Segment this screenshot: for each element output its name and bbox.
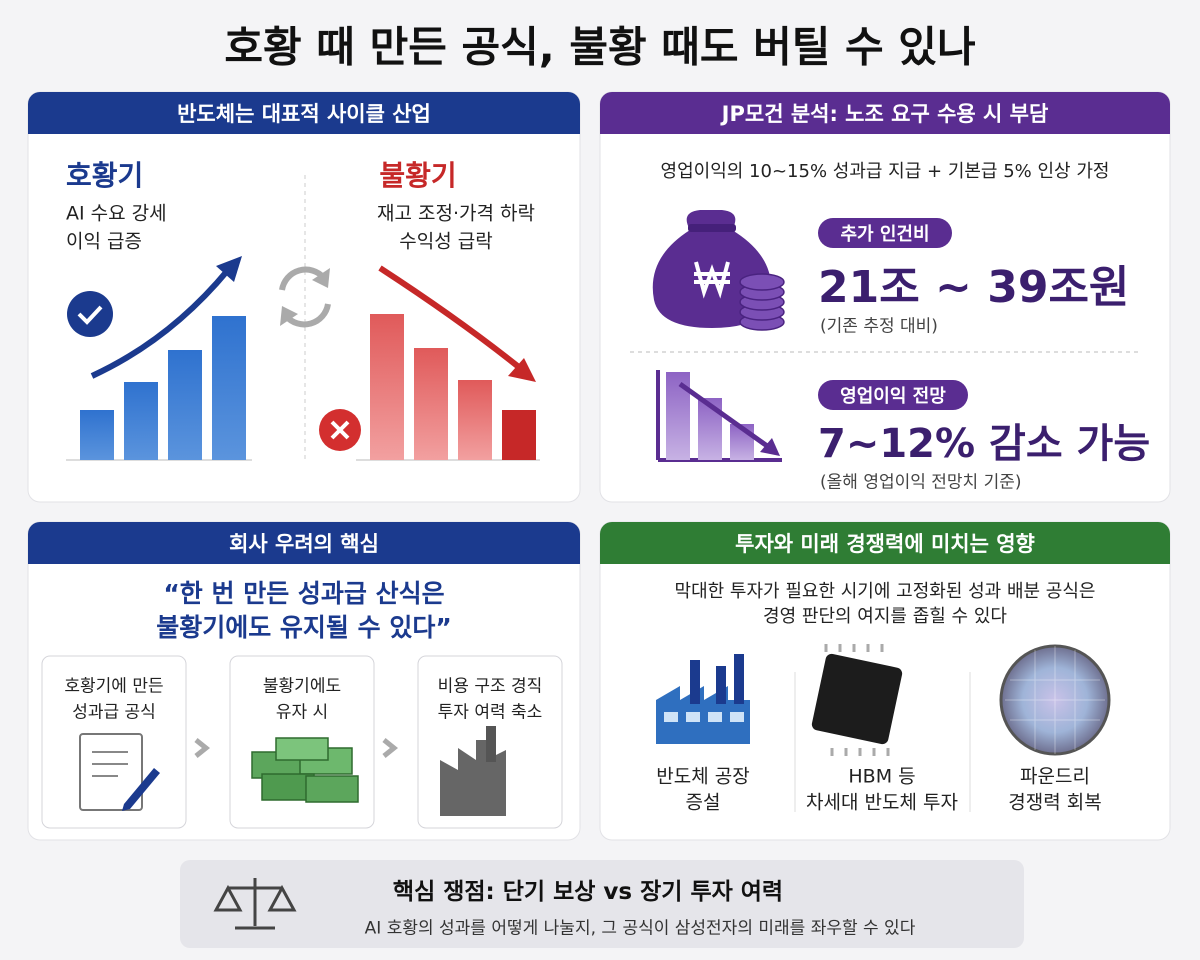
step-text: 성과급 공식 [72, 702, 156, 723]
assumption: 영업이익의 10~15% 성과급 지급 + 기본급 5% 인상 가정 [660, 161, 1110, 182]
tag: 추가 인건비 [840, 224, 930, 245]
step-text: 호황기에 만든 [64, 676, 164, 697]
boom-line: 이익 급증 [66, 230, 142, 253]
quote-line: “한 번 만든 성과급 산식은 [163, 579, 445, 608]
panel-header: 반도체는 대표적 사이클 산업 [177, 102, 431, 126]
note: (기존 추정 대비) [820, 316, 938, 337]
invest-illustration [656, 644, 1111, 812]
cycle-illustration [66, 175, 540, 461]
lead-line: 경영 판단의 여지를 좁힐 수 있다 [763, 606, 1007, 627]
concern-illustration [41, 655, 563, 829]
panel-header: 투자와 미래 경쟁력에 미치는 영향 [735, 532, 1035, 556]
boom-line: AI 수요 강세 [66, 202, 167, 225]
bust-line: 재고 조정·가격 하락 [377, 202, 535, 225]
jp-illustration [630, 210, 1140, 462]
panel-header: JP모건 분석: 노조 요구 수용 시 부담 [721, 102, 1049, 126]
item-text: 반도체 공장 [656, 765, 750, 788]
quote-line: 불황기에도 유지될 수 있다” [156, 613, 452, 642]
panel-frames [27, 91, 1171, 948]
cost-value: 21조 ~ 39조원 [818, 262, 1130, 313]
lead-line: 막대한 투자가 필요한 시기에 고정화된 성과 배분 공식은 [674, 581, 1096, 602]
panel-header: 회사 우려의 핵심 [229, 532, 379, 556]
bust-label: 불황기 [379, 159, 457, 192]
step-text: 비용 구조 경직 [437, 676, 543, 697]
tag: 영업이익 전망 [840, 386, 946, 407]
item-text: 파운드리 [1020, 765, 1090, 788]
step-text: 유자 시 [275, 702, 329, 723]
step-text: 불황기에도 [262, 676, 342, 697]
boom-label: 호황기 [66, 159, 144, 192]
item-text: 경쟁력 회복 [1008, 791, 1102, 814]
item-text: 차세대 반도체 투자 [806, 791, 958, 814]
item-text: 증설 [685, 791, 721, 814]
footer-text: AI 호황의 성과를 어떻게 나눌지, 그 공식이 삼성전자의 미래를 좌우할 … [364, 918, 916, 939]
item-text: HBM 등 [848, 765, 916, 788]
page-title: 호황 때 만든 공식, 불황 때도 버틸 수 있나 [224, 22, 976, 72]
step-text: 투자 여력 축소 [437, 702, 543, 723]
scale-icon [213, 878, 297, 930]
bust-line: 수익성 급락 [399, 230, 493, 253]
note: (올해 영업이익 전망치 기준) [820, 472, 1022, 493]
profit-value: 7~12% 감소 가능 [818, 421, 1151, 467]
footer-title: 핵심 쟁점: 단기 보상 vs 장기 투자 여력 [392, 879, 784, 905]
